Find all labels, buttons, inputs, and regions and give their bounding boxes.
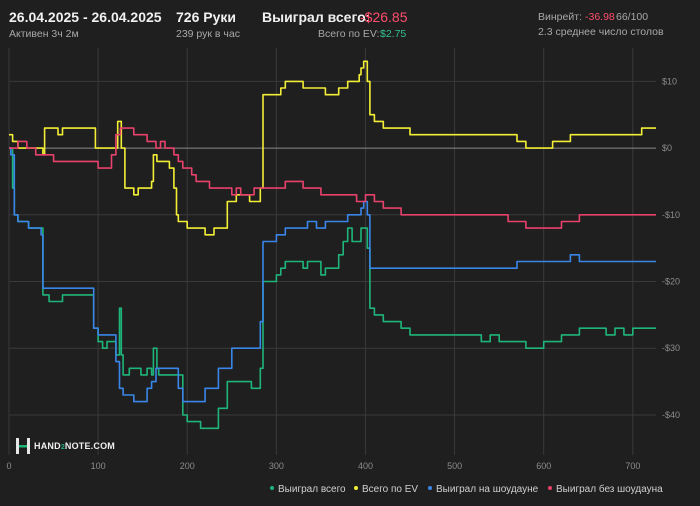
- winrate-hands: 66/100: [616, 11, 649, 23]
- x-tick-label: 600: [536, 461, 551, 471]
- y-tick-label: -$30: [662, 343, 680, 353]
- x-tick-label: 0: [6, 461, 11, 471]
- date-range: 26.04.2025 - 26.04.2025: [9, 9, 162, 25]
- legend-dot-showdown: [428, 486, 432, 491]
- x-tick-label: 100: [91, 461, 106, 471]
- hand2note-logo-icon: [16, 438, 30, 454]
- legend-label-showdown: Выиграл на шоудауне: [436, 484, 539, 495]
- series-line-showdown: [9, 147, 656, 403]
- hands-per-hour: 239 рук в час: [176, 28, 240, 40]
- y-tick-label: -$20: [662, 277, 680, 287]
- legend-item-non-showdown[interactable]: Выиграл без шоудауна: [548, 484, 663, 495]
- axis-ticks: 0 100 200 300 400 500 600 700 $10 $0 -$10 -$20 -$30 -…: [6, 76, 680, 471]
- ev-total-label: Всего по EV:: [318, 28, 380, 40]
- hands-count: 726 Руки: [176, 9, 236, 25]
- legend-dot-won-total: [270, 486, 274, 491]
- won-total-value: -$26.85: [360, 9, 408, 25]
- legend-dot-non-showdown: [548, 486, 552, 491]
- x-tick-label: 500: [447, 461, 462, 471]
- y-tick-label: $10: [662, 76, 677, 86]
- legend-label-ev-total: Всего по EV: [362, 484, 419, 495]
- x-tick-label: 700: [625, 461, 640, 471]
- series-lines: [9, 60, 656, 430]
- won-total-label: Выиграл всего:: [262, 9, 371, 25]
- profit-graph: 0 100 200 300 400 500 600 700 $10 $0 -$10 -$20 -$30 -…: [6, 48, 680, 471]
- series-line-non-showdown: [9, 127, 656, 229]
- legend-item-won-total[interactable]: Выиграл всего: [270, 484, 346, 495]
- winrate-value: -36.98: [585, 11, 615, 23]
- winrate-label: Винрейт:: [538, 11, 582, 23]
- y-tick-label: -$40: [662, 410, 680, 420]
- y-tick-label: -$10: [662, 210, 680, 220]
- y-tick-label: $0: [662, 143, 672, 153]
- hand2note-logo-text: HAND2NOTE.COM: [34, 441, 115, 451]
- summary-header: 26.04.2025 - 26.04.2025 Активен 3ч 2м 72…: [0, 0, 700, 48]
- legend-item-ev-total[interactable]: Всего по EV: [354, 484, 418, 495]
- legend-label-won-total: Выиграл всего: [278, 484, 346, 495]
- avg-tables: 2.3 среднее число столов: [538, 26, 664, 38]
- legend-label-non-showdown: Выиграл без шоудауна: [556, 484, 663, 495]
- legend-item-showdown[interactable]: Выиграл на шоудауне: [428, 484, 538, 495]
- x-tick-label: 200: [180, 461, 195, 471]
- x-tick-label: 400: [358, 461, 373, 471]
- logo-text-note: NOTE.COM: [64, 441, 116, 451]
- series-line-ev-total: [9, 60, 656, 236]
- logo-text-hand: HAND: [34, 441, 61, 451]
- chart-legend: Выиграл всего Всего по EV Выиграл на шоу…: [262, 484, 700, 500]
- active-time: Активен 3ч 2м: [9, 28, 79, 40]
- legend-dot-ev-total: [354, 486, 358, 491]
- ev-total-value: $2.75: [380, 28, 407, 40]
- grid-lines: [8, 48, 656, 455]
- logo-text-2: 2: [60, 444, 65, 451]
- series-line-won-total: [9, 147, 656, 430]
- x-tick-label: 300: [269, 461, 284, 471]
